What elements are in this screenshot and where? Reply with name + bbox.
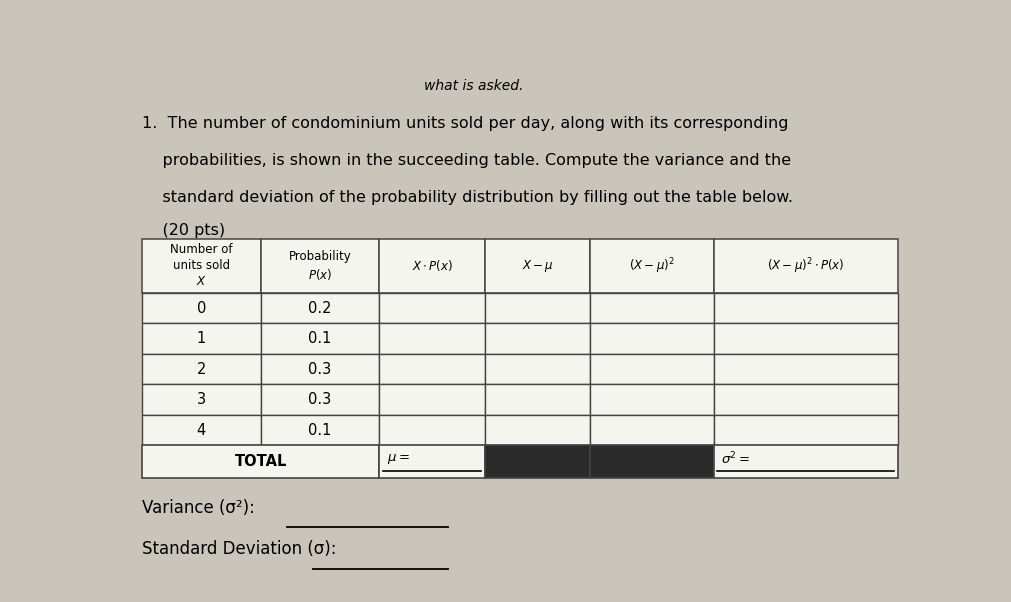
Bar xyxy=(261,354,379,384)
Bar xyxy=(590,384,714,415)
Bar xyxy=(379,445,485,478)
Bar xyxy=(485,384,590,415)
Text: standard deviation of the probability distribution by filling out the table belo: standard deviation of the probability di… xyxy=(142,190,793,205)
Text: $X - \mu$: $X - \mu$ xyxy=(522,258,554,274)
Text: 1.  The number of condominium units sold per day, along with its corresponding: 1. The number of condominium units sold … xyxy=(142,116,789,131)
Text: what is asked.: what is asked. xyxy=(425,79,524,93)
Text: $\sigma^2 =$: $\sigma^2 =$ xyxy=(722,451,751,468)
Bar xyxy=(590,445,714,478)
Text: 0: 0 xyxy=(197,300,206,315)
Text: Variance (σ²):: Variance (σ²): xyxy=(142,498,255,517)
Bar xyxy=(590,293,714,323)
Text: 1: 1 xyxy=(197,331,206,346)
Bar xyxy=(379,323,485,354)
Bar xyxy=(142,293,261,323)
Text: 3: 3 xyxy=(197,392,206,407)
Bar xyxy=(261,415,379,445)
Bar xyxy=(261,323,379,354)
Bar xyxy=(142,415,261,445)
Bar xyxy=(714,384,898,415)
Text: (20 pts): (20 pts) xyxy=(142,223,225,238)
Bar xyxy=(142,354,261,384)
Text: Probability
$P(x)$: Probability $P(x)$ xyxy=(289,250,352,282)
Text: 0.3: 0.3 xyxy=(308,362,332,377)
Text: 0.2: 0.2 xyxy=(308,300,332,315)
Bar xyxy=(379,354,485,384)
Text: 2: 2 xyxy=(197,362,206,377)
Text: Number of
units sold
$X$: Number of units sold $X$ xyxy=(170,243,233,288)
Bar xyxy=(714,323,898,354)
Text: TOTAL: TOTAL xyxy=(235,454,287,469)
Bar xyxy=(485,293,590,323)
Bar xyxy=(261,293,379,323)
Bar xyxy=(714,445,898,478)
Text: probabilities, is shown in the succeeding table. Compute the variance and the: probabilities, is shown in the succeedin… xyxy=(142,154,792,169)
Bar xyxy=(714,293,898,323)
Bar xyxy=(379,384,485,415)
Bar xyxy=(379,293,485,323)
Bar xyxy=(142,445,379,478)
Text: Standard Deviation (σ):: Standard Deviation (σ): xyxy=(142,541,337,559)
Bar xyxy=(714,415,898,445)
Text: $X \cdot P(x)$: $X \cdot P(x)$ xyxy=(411,258,453,273)
Text: 0.1: 0.1 xyxy=(308,423,332,438)
Bar xyxy=(714,354,898,384)
Bar xyxy=(142,323,261,354)
Text: 4: 4 xyxy=(197,423,206,438)
Bar xyxy=(379,415,485,445)
Text: 0.3: 0.3 xyxy=(308,392,332,407)
Bar xyxy=(485,354,590,384)
Bar xyxy=(261,384,379,415)
Bar xyxy=(590,354,714,384)
Bar xyxy=(590,323,714,354)
Text: $(X - \mu)^2 \cdot P(x)$: $(X - \mu)^2 \cdot P(x)$ xyxy=(767,256,844,276)
Text: $\mu =$: $\mu =$ xyxy=(387,452,410,467)
Bar xyxy=(590,415,714,445)
Text: 0.1: 0.1 xyxy=(308,331,332,346)
Bar xyxy=(485,323,590,354)
Bar xyxy=(142,384,261,415)
Text: $(X - \mu)^2$: $(X - \mu)^2$ xyxy=(629,256,674,276)
Bar xyxy=(485,445,590,478)
Bar xyxy=(485,415,590,445)
